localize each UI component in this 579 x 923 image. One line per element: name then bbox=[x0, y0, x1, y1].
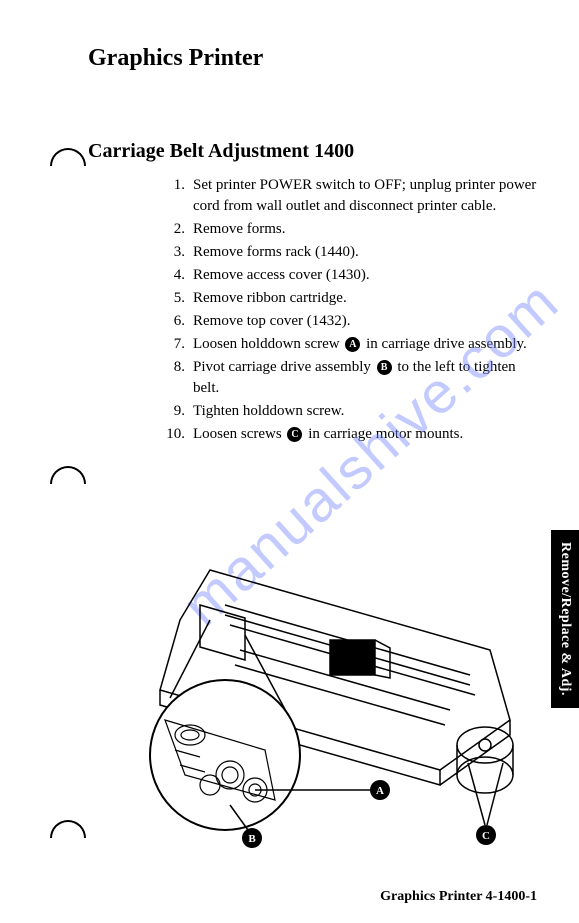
step-item: Remove top cover (1432). bbox=[165, 311, 539, 332]
page-footer: Graphics Printer 4-1400-1 bbox=[380, 889, 537, 905]
steps-list: Set printer POWER switch to OFF; unplug … bbox=[165, 175, 539, 447]
callout-badge-a: A bbox=[345, 337, 360, 352]
svg-text:A: A bbox=[376, 785, 384, 797]
binder-ring-icon bbox=[50, 148, 86, 166]
step-item: Remove access cover (1430). bbox=[165, 265, 539, 286]
step-item: Loosen holddown screw A in carriage driv… bbox=[165, 334, 539, 355]
page-title: Graphics Printer bbox=[88, 45, 263, 72]
binder-ring-icon bbox=[50, 466, 86, 484]
printer-diagram: A B C bbox=[90, 520, 530, 850]
step-item: Tighten holddown screw. bbox=[165, 401, 539, 422]
binder-ring-icon bbox=[50, 820, 86, 838]
step-item: Set printer POWER switch to OFF; unplug … bbox=[165, 175, 539, 217]
step-item: Pivot carriage drive assembly B to the l… bbox=[165, 357, 539, 399]
step-item: Remove forms rack (1440). bbox=[165, 242, 539, 263]
callout-badge-b: B bbox=[377, 360, 392, 375]
section-title: Carriage Belt Adjustment 1400 bbox=[88, 140, 354, 163]
callout-badge-c: C bbox=[287, 427, 302, 442]
side-tab: Remove/Replace & Adj. bbox=[551, 530, 579, 708]
svg-text:C: C bbox=[482, 830, 490, 842]
step-item: Remove forms. bbox=[165, 219, 539, 240]
step-item: Loosen screws C in carriage motor mounts… bbox=[165, 424, 539, 445]
step-item: Remove ribbon cartridge. bbox=[165, 288, 539, 309]
svg-text:B: B bbox=[248, 833, 256, 845]
callout-c: C bbox=[468, 763, 503, 845]
